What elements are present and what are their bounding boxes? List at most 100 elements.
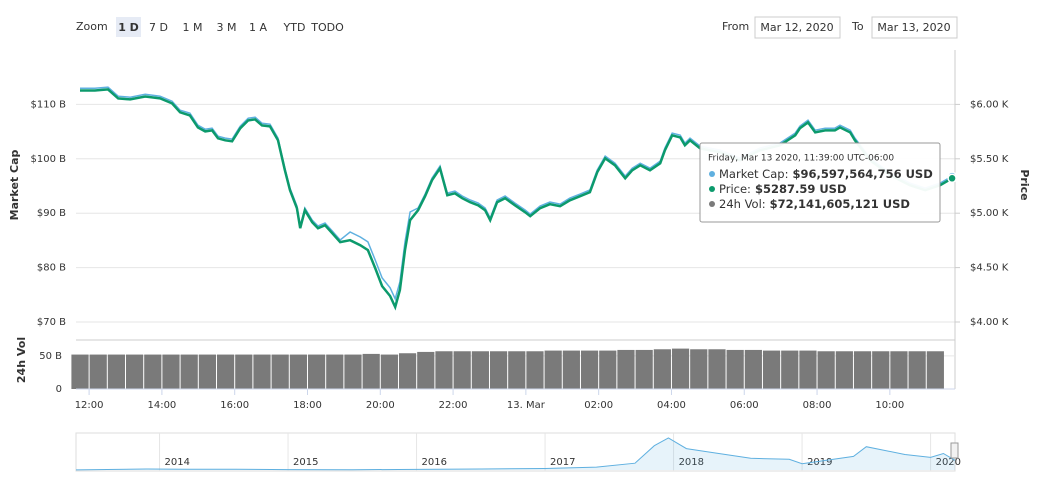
tooltip-value: $96,597,564,756 USD: [792, 167, 932, 181]
volume-bar: [144, 354, 162, 389]
tooltip-bullet: [709, 171, 715, 177]
volume-bar: [344, 354, 362, 389]
volume-bar: [580, 350, 599, 389]
y2-tick-label: $5.00 K: [970, 208, 1009, 219]
navigator-label: 2014: [165, 457, 190, 468]
volume-bar: [708, 349, 726, 389]
navigator-line: [75, 437, 956, 471]
volume-bar: [398, 353, 417, 389]
volume-bar: [289, 354, 307, 389]
y-tick-label: $70 B: [37, 317, 66, 328]
volume-bar: [690, 349, 708, 389]
x-tick-label: 12:00: [75, 400, 104, 411]
volume-bar: [562, 350, 580, 389]
volume-bar: [799, 350, 817, 389]
tooltip-value: $72,141,605,121 USD: [770, 197, 910, 211]
x-tick-label: 14:00: [147, 400, 176, 411]
tooltip-bullet: [709, 186, 715, 192]
volume-bar: [526, 351, 544, 389]
volume-bar: [107, 354, 126, 389]
volume-bar: [216, 354, 235, 389]
volume-bar: [235, 354, 253, 389]
navigator-label: 2019: [807, 457, 832, 468]
from-label: From: [722, 20, 749, 33]
volume-bar: [271, 354, 289, 389]
volume-bar: [126, 354, 144, 389]
volume-bar: [762, 350, 781, 389]
volume-axis-title: 24h Vol: [15, 337, 28, 383]
navigator-area: [76, 437, 955, 470]
zoom-label: Zoom: [76, 20, 108, 33]
zoom-button-label[interactable]: 1 D: [118, 21, 139, 34]
zoom-button-label[interactable]: 1 A: [249, 21, 267, 34]
y-tick-label: $100 B: [31, 154, 67, 165]
volume-bar: [253, 354, 271, 389]
volume-bar: [872, 351, 890, 389]
from-input[interactable]: [754, 16, 841, 39]
x-tick-label: 13. Mar: [507, 400, 546, 411]
navigator-label: 2016: [422, 457, 447, 468]
volume-bar: [653, 349, 671, 389]
tooltip-line: Price: $5287.59 USD: [719, 182, 847, 196]
navigator-label: 2020: [936, 457, 961, 468]
tooltip-box: [699, 142, 941, 223]
zoom-button-label[interactable]: 7 D: [149, 21, 168, 34]
y2-tick-label: $4.50 K: [970, 263, 1009, 274]
x-tick-label: 18:00: [293, 400, 322, 411]
x-tick-label: 10:00: [875, 400, 904, 411]
x-tick-label: 20:00: [366, 400, 395, 411]
y2-tick-label: $4.00 K: [970, 317, 1009, 328]
volume-bar: [635, 349, 653, 389]
tooltip-bullet: [709, 201, 715, 207]
x-tick-label: 16:00: [220, 400, 249, 411]
volume-bar: [508, 351, 526, 389]
tooltip-value: $5287.59 USD: [755, 182, 847, 196]
volume-bar: [671, 348, 690, 389]
tooltip-name: Market Cap:: [719, 167, 788, 181]
volume-bar: [744, 349, 762, 389]
zoom-button-label[interactable]: TODO: [310, 21, 344, 34]
x-tick-label: 04:00: [657, 400, 686, 411]
volume-bar: [908, 351, 926, 389]
tooltip-date: Friday, Mar 13 2020, 11:39:00 UTC-06:00: [708, 154, 894, 164]
volume-bar: [435, 351, 453, 389]
volume-bar: [89, 354, 107, 389]
y2-axis-title: Price: [1018, 169, 1031, 200]
x-tick-label: 02:00: [584, 400, 613, 411]
volume-bar: [198, 354, 216, 389]
navigator-label: 2018: [679, 457, 704, 468]
volume-bar: [380, 354, 398, 389]
volume-bar: [71, 354, 89, 389]
navigator-handle[interactable]: [950, 442, 959, 459]
y-tick-label: $80 B: [37, 263, 66, 274]
zoom-button-label[interactable]: YTD: [283, 21, 306, 34]
tooltip-line: 24h Vol: $72,141,605,121 USD: [719, 197, 910, 211]
volume-bar: [926, 351, 944, 389]
volume-bar: [599, 350, 617, 389]
zoom-button-label[interactable]: 1 M: [183, 21, 203, 34]
from-value[interactable]: Mar 12, 2020: [760, 21, 833, 34]
volume-bar: [817, 351, 835, 389]
to-label: To: [851, 20, 864, 33]
volume-bar: [781, 350, 799, 389]
volume-bar: [835, 351, 853, 389]
to-value[interactable]: Mar 13, 2020: [877, 21, 950, 34]
zoom-button[interactable]: [116, 17, 141, 37]
x-tick-label: 06:00: [730, 400, 759, 411]
volume-bar: [617, 349, 635, 389]
volume-bar: [326, 354, 344, 389]
volume-bar: [544, 350, 562, 389]
volume-bar: [453, 351, 471, 389]
volume-bar: [853, 351, 872, 389]
y-tick-label: $110 B: [31, 99, 67, 110]
volume-bar: [162, 354, 180, 389]
volume-bar: [471, 351, 489, 389]
volume-tick-label: 0: [56, 384, 62, 395]
navigator-label: 2017: [550, 457, 575, 468]
y2-tick-label: $6.00 K: [970, 99, 1009, 110]
volume-tick-label: 50 B: [39, 351, 62, 362]
zoom-button-label[interactable]: 3 M: [217, 21, 237, 34]
to-input[interactable]: [871, 16, 958, 39]
tooltip-line: Market Cap: $96,597,564,756 USD: [719, 167, 933, 181]
